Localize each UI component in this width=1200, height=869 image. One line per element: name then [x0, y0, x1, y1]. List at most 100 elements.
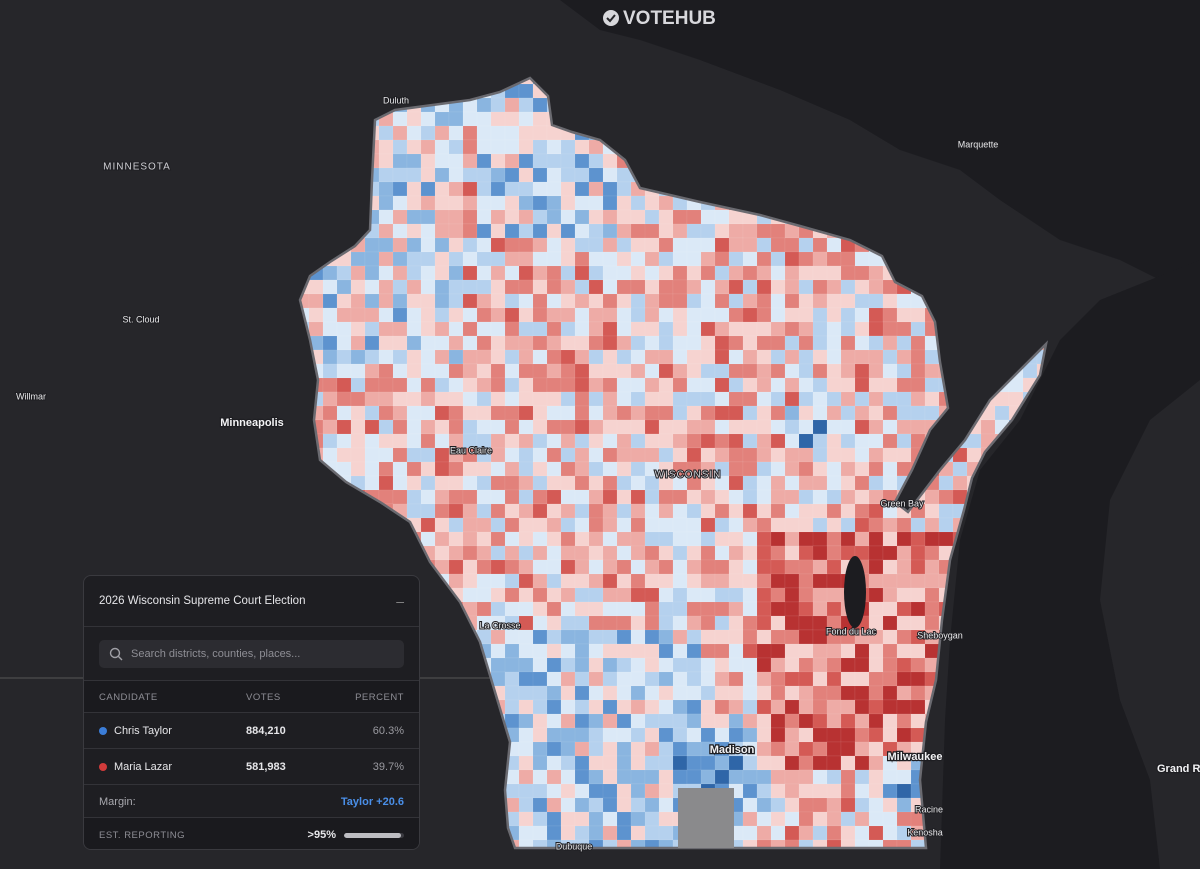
precinct — [434, 419, 450, 435]
precinct — [854, 321, 870, 337]
column-header: VOTES — [246, 691, 281, 703]
precinct — [476, 111, 492, 127]
precinct — [434, 279, 450, 295]
precinct — [630, 545, 646, 561]
precinct — [322, 447, 338, 463]
precinct — [868, 223, 884, 239]
precinct — [896, 433, 912, 449]
precinct — [840, 167, 856, 183]
precinct — [728, 601, 744, 617]
precinct — [336, 111, 352, 127]
precinct — [756, 111, 786, 127]
precinct — [630, 461, 646, 477]
precinct — [770, 741, 786, 757]
precinct — [448, 195, 464, 211]
precinct — [434, 265, 450, 281]
precinct — [938, 517, 954, 533]
precinct — [322, 363, 338, 379]
precinct — [462, 475, 478, 491]
precinct — [952, 391, 968, 407]
precinct — [476, 503, 492, 519]
precinct — [532, 797, 548, 813]
precinct — [630, 489, 646, 505]
precinct — [980, 335, 1010, 351]
precinct — [406, 377, 422, 393]
precinct — [350, 461, 366, 477]
precinct — [798, 685, 814, 701]
precinct — [490, 223, 506, 239]
collapse-button[interactable]: – — [396, 593, 404, 609]
lake-superior — [560, 0, 1200, 300]
precinct — [714, 559, 730, 575]
precinct — [826, 167, 842, 183]
precinct — [602, 83, 618, 99]
precinct — [854, 209, 870, 225]
precinct — [672, 727, 688, 743]
precinct — [910, 181, 926, 197]
precinct — [854, 195, 870, 211]
precinct — [658, 447, 674, 463]
precinct — [924, 391, 940, 407]
search-box[interactable]: Search districts, counties, places... — [99, 640, 404, 668]
precinct — [882, 671, 898, 687]
precinct — [308, 545, 324, 561]
precinct — [1008, 251, 1024, 267]
precinct — [938, 321, 968, 337]
precinct — [784, 475, 800, 491]
precinct — [770, 223, 786, 239]
candidate-name: Chris Taylor — [114, 725, 172, 737]
precinct — [462, 727, 478, 743]
precinct — [770, 573, 786, 589]
precinct — [714, 405, 730, 421]
precinct — [840, 643, 856, 659]
precinct — [420, 125, 436, 141]
precinct — [392, 377, 408, 393]
precinct — [490, 811, 506, 827]
precinct — [518, 293, 534, 309]
precinct — [658, 685, 674, 701]
precinct — [924, 279, 940, 295]
precinct — [700, 433, 716, 449]
map-label: Milwaukee — [887, 751, 942, 763]
precinct — [560, 783, 576, 799]
precinct — [490, 643, 506, 659]
precinct — [1008, 293, 1024, 309]
precinct — [300, 503, 310, 519]
precinct — [658, 83, 674, 99]
precinct — [616, 335, 632, 351]
precinct — [700, 419, 716, 435]
precinct — [574, 783, 590, 799]
precinct — [728, 195, 758, 211]
precinct — [826, 209, 842, 225]
precinct — [434, 503, 450, 519]
precinct — [630, 265, 646, 281]
precinct — [476, 377, 492, 393]
precinct — [644, 629, 660, 645]
precinct — [406, 475, 422, 491]
precinct — [966, 391, 982, 407]
precinct — [910, 601, 926, 617]
precinct — [532, 419, 548, 435]
precinct — [812, 699, 828, 715]
precinct — [658, 587, 674, 603]
precinct — [854, 461, 870, 477]
precinct — [812, 461, 828, 477]
precinct — [336, 125, 352, 141]
precinct — [406, 447, 422, 463]
precinct — [560, 391, 576, 407]
precinct — [518, 643, 534, 659]
precinct — [840, 741, 856, 757]
precinct — [350, 307, 366, 323]
precinct — [658, 237, 674, 253]
precinct — [560, 209, 576, 225]
precinct — [980, 321, 996, 337]
precinct — [420, 461, 436, 477]
precinct — [994, 209, 1010, 225]
precinct — [784, 755, 800, 771]
precinct — [784, 265, 800, 281]
precinct — [350, 503, 366, 519]
reporting-label: EST. REPORTING — [99, 829, 186, 841]
precinct — [336, 391, 352, 407]
precinct — [770, 559, 786, 575]
precinct — [504, 419, 520, 435]
